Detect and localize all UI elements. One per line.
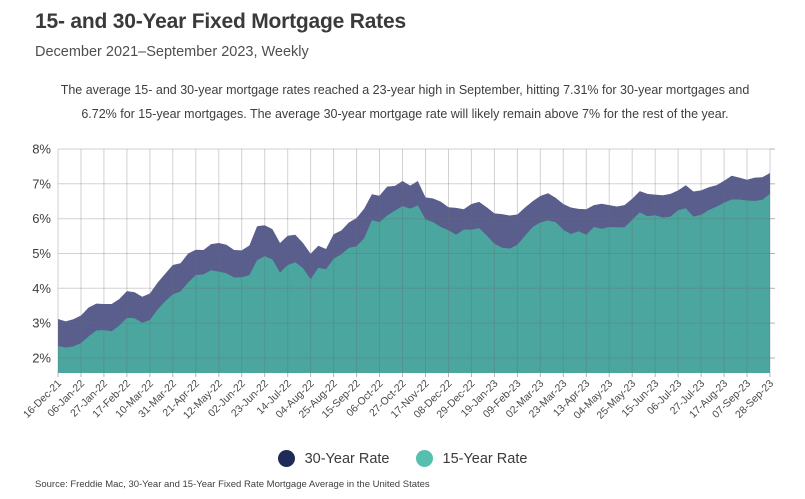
chart-subtitle: December 2021–September 2023, Weekly (35, 44, 309, 60)
legend-item-30-year: 30-Year Rate (277, 450, 390, 467)
svg-text:4%: 4% (32, 281, 51, 296)
svg-text:3%: 3% (32, 316, 51, 331)
svg-text:5%: 5% (32, 246, 51, 261)
rate-area-chart: 8%7%6%5%4%3%2%16-Dec-2106-Jan-2227-Jan-2… (21, 142, 776, 422)
legend-dot-30-year-icon (277, 450, 295, 467)
chart-legend: 30-Year Rate 15-Year Rate (0, 450, 805, 467)
legend-label-15-year: 15-Year Rate (442, 450, 528, 467)
legend-dot-15-year-icon (415, 450, 433, 467)
svg-text:2%: 2% (32, 351, 51, 366)
svg-text:7%: 7% (32, 176, 51, 191)
legend-item-15-year: 15-Year Rate (415, 450, 528, 467)
chart-annotation: The average 15- and 30-year mortgage rat… (60, 83, 750, 121)
page-title: 15- and 30-Year Fixed Mortgage Rates (35, 10, 406, 33)
legend-label-30-year: 30-Year Rate (304, 450, 390, 467)
svg-text:8%: 8% (32, 142, 51, 157)
svg-text:6%: 6% (32, 211, 51, 226)
source-note: Source: Freddie Mac, 30-Year and 15-Year… (35, 479, 430, 490)
